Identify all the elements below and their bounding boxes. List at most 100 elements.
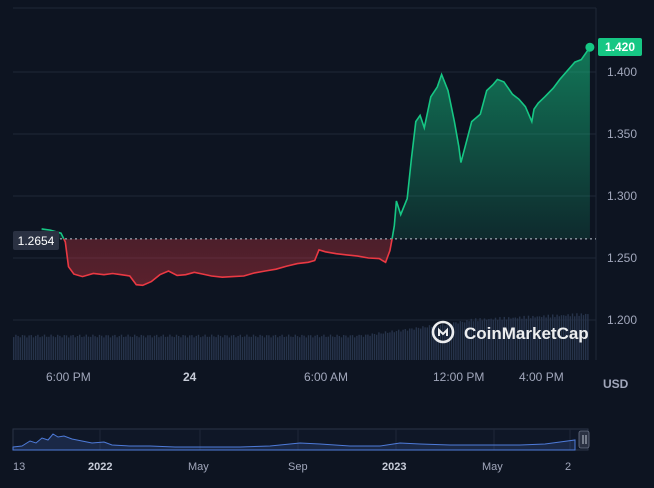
volume-bar	[365, 334, 367, 360]
volume-bar	[314, 335, 316, 360]
volume-bar	[158, 337, 160, 360]
x-tick-label: 24	[183, 370, 197, 384]
volume-bar	[259, 334, 261, 360]
volume-bar	[136, 336, 138, 360]
volume-bar	[369, 335, 371, 360]
volume-bar	[404, 329, 406, 360]
volume-bar	[431, 326, 433, 360]
volume-bar	[587, 314, 589, 360]
volume-bar	[277, 337, 279, 360]
volume-bar	[475, 318, 477, 360]
volume-bar	[373, 334, 376, 360]
volume-bar	[486, 319, 488, 360]
volume-bar	[481, 320, 483, 360]
volume-bar	[576, 313, 578, 360]
volume-bar	[534, 317, 536, 360]
volume-bar	[61, 337, 63, 360]
volume-bar	[215, 337, 217, 360]
volume-bar	[415, 327, 417, 360]
volume-bar	[63, 335, 65, 360]
x-axis: 6:00 PM 24 6:00 AM 12:00 PM 4:00 PM	[46, 370, 564, 384]
volume-bar	[453, 322, 455, 360]
volume-bar	[65, 335, 68, 360]
volume-bar	[435, 324, 437, 360]
y-tick-label: 1.400	[607, 65, 637, 79]
volume-bar	[477, 321, 479, 360]
volume-bar	[541, 317, 543, 360]
volume-bar	[574, 316, 576, 360]
volume-bar	[488, 319, 490, 360]
current-price-value: 1.420	[605, 40, 635, 54]
volume-bar	[492, 319, 494, 360]
volume-bar	[338, 336, 340, 360]
volume-bar	[112, 335, 114, 360]
volume-bar	[323, 334, 325, 360]
range-navigator[interactable]	[12, 428, 590, 451]
volume-bar	[279, 336, 281, 360]
volume-bar	[160, 336, 162, 360]
y-tick-label: 1.200	[607, 313, 637, 327]
volume-bar	[514, 317, 516, 360]
volume-bar	[224, 335, 226, 360]
volume-bar	[310, 335, 312, 360]
volume-bar	[499, 317, 501, 360]
volume-bar	[134, 334, 136, 360]
volume-bar	[182, 334, 184, 360]
volume-bar	[17, 335, 19, 360]
volume-bar	[96, 337, 98, 360]
volume-bar	[107, 335, 109, 360]
volume-bar	[347, 337, 349, 360]
volume-bar	[70, 335, 72, 360]
volume-bar	[118, 336, 120, 360]
volume-bar	[189, 335, 191, 360]
volume-bar	[494, 317, 497, 360]
volume-bar	[327, 336, 329, 360]
volume-bar	[307, 335, 310, 360]
volume-bar	[565, 315, 567, 360]
navigator-tick-label: 2023	[382, 461, 406, 473]
volume-bar	[384, 331, 387, 360]
volume-bar	[349, 335, 351, 360]
volume-bar	[162, 334, 164, 360]
volume-bar	[437, 326, 439, 360]
volume-bar	[552, 314, 554, 360]
volume-bar	[266, 335, 268, 360]
volume-bar	[433, 326, 435, 360]
volume-bar	[292, 336, 294, 360]
volume-bar	[248, 336, 250, 360]
volume-bar	[50, 334, 52, 360]
volume-bar	[226, 335, 228, 360]
volume-bar	[516, 318, 519, 360]
price-line-up	[41, 46, 591, 239]
volume-bar	[90, 336, 92, 360]
watermark: CoinMarketCap	[431, 320, 589, 344]
volume-bar	[497, 319, 499, 360]
volume-bar	[571, 313, 574, 360]
volume-bar	[186, 337, 189, 360]
volume-bar	[351, 335, 354, 360]
volume-bar	[184, 335, 186, 360]
volume-bar	[334, 337, 336, 360]
volume-bar	[13, 337, 15, 360]
volume-bar	[521, 318, 523, 360]
volume-bar	[468, 321, 470, 360]
volume-bar	[424, 327, 426, 360]
volume-bar	[37, 334, 39, 360]
volume-bar	[114, 334, 116, 360]
volume-bar	[142, 335, 145, 360]
volume-bar	[508, 317, 510, 360]
volume-bar	[332, 336, 334, 360]
volume-bar	[569, 316, 571, 360]
navigator-handle[interactable]	[578, 430, 590, 449]
volume-bar	[417, 327, 420, 360]
volume-bar	[211, 334, 213, 360]
volume-bar	[580, 313, 582, 360]
volume-bar	[479, 318, 481, 360]
volume-bar	[241, 337, 244, 360]
volume-bar	[585, 313, 587, 360]
volume-bar	[367, 334, 369, 360]
volume-bar	[41, 336, 43, 360]
volume-bar	[543, 315, 545, 360]
volume-bar	[288, 334, 290, 360]
volume-bar	[43, 334, 46, 360]
